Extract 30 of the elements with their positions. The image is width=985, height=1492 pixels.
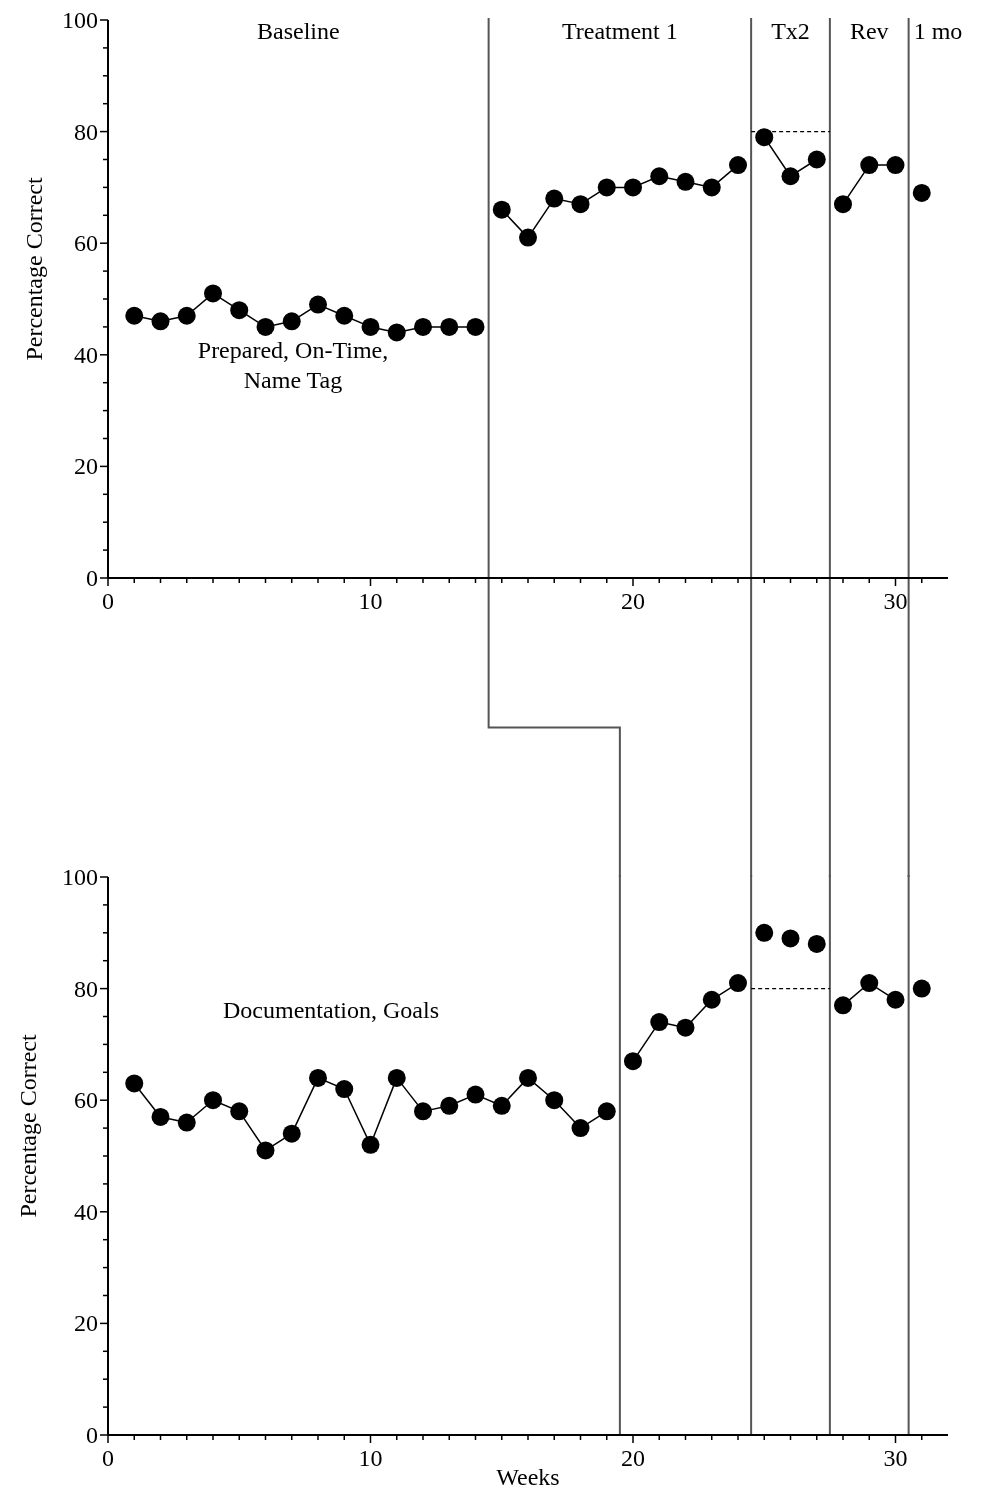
annotation: Treatment 1: [561, 18, 678, 44]
annotation: Baseline: [256, 18, 340, 44]
annotation: Documentation, Goals: [223, 997, 439, 1023]
y-tick-label: 40: [74, 1198, 98, 1225]
y-tick-label: 20: [74, 1310, 98, 1337]
y-tick-label: 60: [74, 230, 98, 257]
y-tick-label: 60: [74, 1087, 98, 1114]
x-axis-title: Weeks: [496, 1464, 560, 1490]
annotation: Prepared, On-Time, Name Tag: [197, 337, 389, 393]
annotation: Rev: [849, 18, 889, 44]
x-tick-label: 10: [358, 1445, 383, 1471]
y-tick-label: 20: [74, 453, 98, 480]
x-tick-label: 0: [102, 1445, 114, 1471]
y-tick-label: 100: [62, 864, 98, 890]
y-tick-label: 80: [74, 118, 98, 145]
y-tick-label: 0: [86, 1422, 98, 1448]
x-tick-label: 30: [883, 1445, 908, 1471]
x-tick-label: 20: [621, 1445, 645, 1471]
x-tick-label: 20: [621, 588, 645, 614]
annotation: 1 mo: [913, 18, 963, 44]
y-tick-label: 40: [74, 341, 98, 368]
y-tick-label: 0: [86, 565, 98, 591]
x-tick-label: 0: [102, 588, 114, 614]
y-tick-label: 80: [74, 975, 98, 1002]
annotation: Tx2: [771, 18, 810, 44]
y-tick-label: 100: [62, 7, 98, 33]
x-tick-label: 10: [358, 588, 383, 614]
x-tick-label: 30: [883, 588, 908, 614]
y-axis-title: Percentage Correct: [21, 177, 47, 361]
y-axis-title: Percentage Correct: [15, 1034, 41, 1218]
